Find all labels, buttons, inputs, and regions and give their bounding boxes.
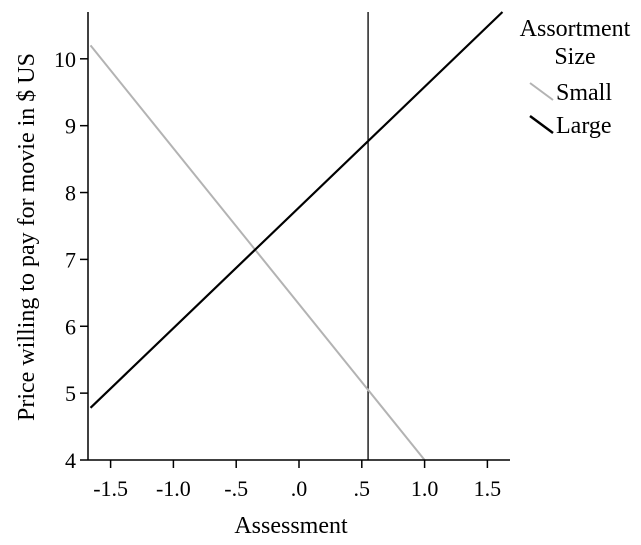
y-tick-label: 9: [65, 114, 76, 139]
y-axis-title: Price willing to pay for movie in $ US: [14, 53, 40, 421]
y-tick-label: 4: [65, 448, 76, 473]
plot-area: [89, 11, 504, 461]
legend-label-large: Large: [556, 113, 612, 139]
x-tick-label: 1.0: [411, 476, 439, 501]
x-tick-label: 1.5: [474, 476, 502, 501]
series-line-large: [89, 11, 504, 409]
legend-label-small: Small: [556, 80, 612, 106]
x-axis: -1.5 -1.0 -.5 .0 .5 1.0 1.5: [88, 459, 510, 501]
legend-title-line-2: Size: [554, 44, 595, 70]
legend-title-line-1: Assortment: [520, 16, 631, 42]
x-tick-label: -.5: [224, 476, 248, 501]
series-line-small: [89, 44, 426, 461]
legend: Assortment Size Small Large: [520, 16, 631, 139]
x-axis-title: Assessment: [234, 513, 348, 539]
x-tick-label: .5: [354, 476, 371, 501]
legend-swatch-large: [529, 114, 554, 135]
y-tick-label: 8: [65, 181, 76, 206]
y-tick-label: 10: [54, 47, 76, 72]
legend-swatch-small: [529, 82, 554, 101]
y-tick-label: 6: [65, 314, 76, 339]
y-tick-label: 5: [65, 381, 76, 406]
x-tick-label: -1.0: [156, 476, 191, 501]
x-tick-label: -1.5: [93, 476, 128, 501]
y-axis: 4 5 6 7 8 9 10: [54, 12, 89, 473]
x-tick-label: .0: [291, 476, 308, 501]
y-tick-label: 7: [65, 247, 76, 272]
